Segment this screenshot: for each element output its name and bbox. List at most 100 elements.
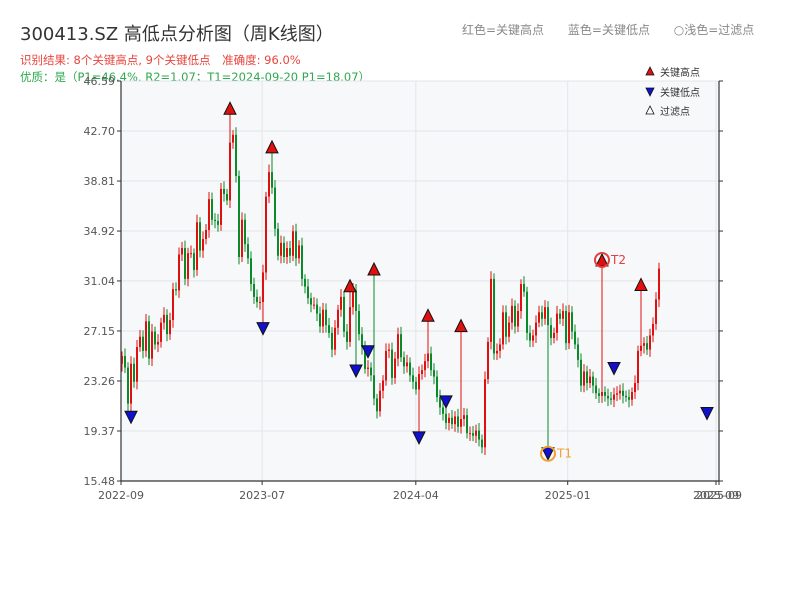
key-low-marker <box>700 406 714 421</box>
candle <box>205 224 207 245</box>
candle <box>169 312 171 340</box>
candle-body <box>289 248 291 256</box>
candle <box>331 327 333 358</box>
t-point-label: T1 <box>556 447 572 461</box>
key-low-marker <box>256 322 270 336</box>
candle <box>562 303 564 326</box>
candle-body <box>628 397 630 400</box>
candle <box>457 408 459 433</box>
candle <box>382 375 384 399</box>
candle <box>580 353 582 392</box>
candle-body <box>136 347 138 382</box>
candle <box>193 248 195 278</box>
key-low-marker <box>607 361 621 376</box>
candle-body <box>172 289 174 321</box>
candle-body <box>544 307 546 319</box>
candle-body <box>655 299 657 324</box>
candle-body <box>319 313 321 327</box>
candle-body <box>331 332 333 350</box>
candle-body <box>349 307 351 342</box>
candle-body <box>313 304 315 306</box>
candle <box>325 303 327 333</box>
candle <box>490 271 492 350</box>
candle <box>142 330 144 359</box>
candle-body <box>481 439 483 448</box>
candle <box>271 152 273 194</box>
candle <box>598 388 600 403</box>
legend-label: 过滤点 <box>660 105 690 118</box>
candle <box>160 317 162 348</box>
candle-body <box>619 390 621 394</box>
candle-body <box>139 336 141 348</box>
candle-body <box>502 312 504 345</box>
candle <box>196 214 198 276</box>
candle <box>496 343 498 361</box>
candle-body <box>451 417 453 425</box>
candle-body <box>634 383 636 393</box>
candle <box>460 331 462 434</box>
candle <box>493 273 495 360</box>
candle-body <box>595 385 597 394</box>
candle <box>292 225 294 262</box>
candle-body <box>475 430 477 436</box>
candle <box>157 334 159 353</box>
candle-body <box>646 343 648 350</box>
candle-body <box>466 415 468 434</box>
candle <box>412 367 414 390</box>
candle <box>370 362 372 382</box>
candle-body <box>541 312 543 319</box>
candle <box>268 164 270 204</box>
candle-body <box>373 375 375 399</box>
candle-body <box>388 349 390 351</box>
candle-body <box>442 407 444 414</box>
candle <box>253 277 255 304</box>
candle-body <box>520 284 522 312</box>
legend-low-text: 蓝色=关键低点 <box>567 23 650 37</box>
candle <box>523 276 525 297</box>
candle <box>175 282 177 296</box>
y-tick-label: 42.70 <box>84 125 116 138</box>
candle <box>202 231 204 258</box>
candle <box>574 324 576 350</box>
legend-filtered-text: ○浅色=过滤点 <box>673 23 755 37</box>
candle-body <box>472 433 474 436</box>
y-tick-label: 46.59 <box>84 75 116 88</box>
candle-body <box>199 222 201 251</box>
candle-body <box>151 331 153 359</box>
candle-body <box>196 222 198 270</box>
candle-body <box>202 239 204 251</box>
candle <box>589 368 591 389</box>
candle <box>538 305 540 328</box>
candle-body <box>304 278 306 287</box>
candle <box>484 371 486 455</box>
candle <box>622 383 624 404</box>
candle <box>355 283 357 366</box>
candle-body <box>268 172 270 197</box>
candle-body <box>211 199 213 220</box>
candle <box>595 377 597 399</box>
candle-body <box>178 254 180 291</box>
candle <box>391 342 393 385</box>
candle-body <box>175 289 177 291</box>
candle-body <box>658 268 660 300</box>
y-tick-label: 27.15 <box>84 325 116 338</box>
candle-body <box>385 350 387 381</box>
candle-body <box>376 398 378 412</box>
candle-body <box>193 253 195 270</box>
candle-body <box>271 172 273 188</box>
candle-body <box>640 345 642 351</box>
candle-body <box>343 296 345 332</box>
candle-body <box>148 321 150 359</box>
candle <box>145 314 147 358</box>
chart-title: 300413.SZ 高低点分析图（周K线图） <box>20 24 334 45</box>
candle-body <box>406 362 408 367</box>
candle <box>586 365 588 391</box>
candle <box>235 127 237 183</box>
candle-body <box>157 341 159 345</box>
candle-body <box>511 305 513 323</box>
candle-body <box>604 392 606 396</box>
candle <box>373 275 375 406</box>
y-tick-label: 15.48 <box>84 475 116 488</box>
candle-body <box>559 313 561 319</box>
y-tick-label: 34.92 <box>84 225 116 238</box>
